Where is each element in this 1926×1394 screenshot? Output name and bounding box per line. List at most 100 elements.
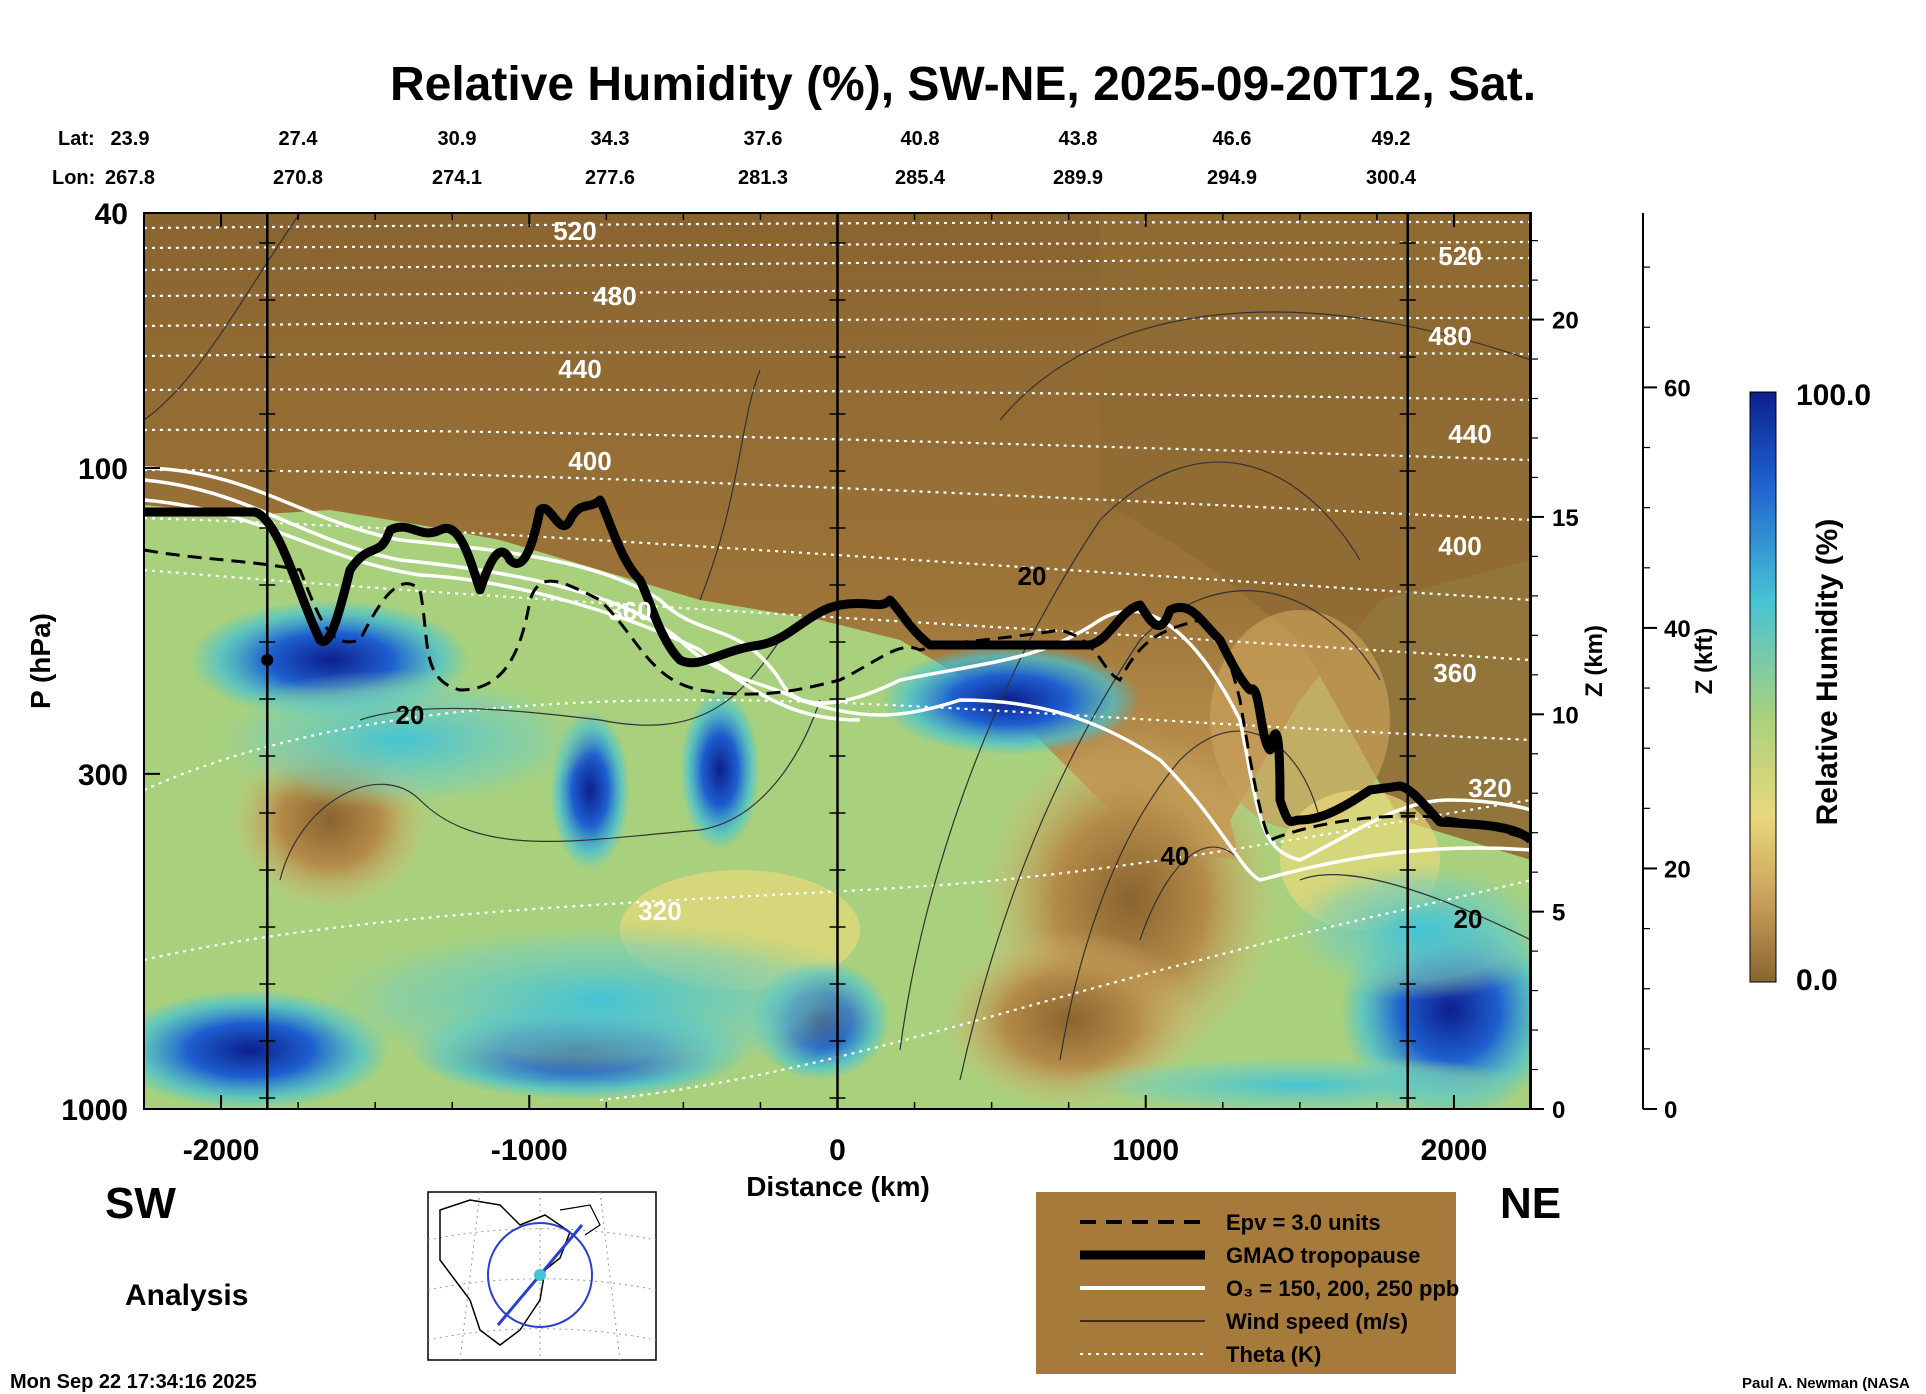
theta-line [144,698,1531,792]
zkm-axis-label: Z (km) [1581,625,1608,697]
p-tick-label: 1000 [61,1094,128,1127]
theta-label: 520 [553,216,596,246]
lon-value: 281.3 [738,167,788,189]
x-tick-label: 2000 [1421,1134,1488,1167]
p-tick-label: 100 [78,453,128,486]
p-tick-label: 300 [78,759,128,792]
p-tick-label: 40 [95,198,128,231]
x-tick-label: 0 [829,1134,846,1167]
theta-line [144,516,1531,602]
wind-line [899,461,1361,1051]
theta-label: 400 [1438,531,1481,561]
lon-value: 300.4 [1366,167,1417,189]
theta-label: 320 [1468,773,1511,803]
cyan-band-sw [200,670,600,810]
wind-label: 40 [1161,841,1190,871]
ne-label: NE [1500,1179,1561,1228]
zkft-tick-label: 0 [1664,1097,1677,1124]
x-tick-label: -1000 [491,1134,568,1167]
wind-contours [144,213,1531,1081]
zkft-axis-label: Z (kft) [1691,628,1718,695]
theta-label: 440 [1448,419,1491,449]
vertical-reference-lines [259,213,1416,1109]
wind-line [279,699,821,881]
zkft-tick-label: 20 [1664,856,1691,883]
theta-label: 480 [1428,321,1471,351]
moist-column-2 [680,690,760,850]
inset-map [427,1191,657,1361]
ozone-line [144,466,1531,862]
cyan-band-surface [1060,1055,1531,1109]
lat-value: 30.9 [438,128,477,150]
map-coastline-ne [559,1204,601,1236]
zkft-axis-ticks: 0 20 40 60 [1643,266,1691,1124]
zkm-tick-label: 10 [1552,702,1579,729]
lon-value: 274.1 [432,167,482,189]
lon-value: 289.9 [1053,167,1103,189]
lon-value: 270.8 [273,167,323,189]
timestamp: Mon Sep 22 17:34:16 2025 [10,1371,257,1393]
lon-label: Lon: [52,167,95,189]
wind-line [1059,730,1321,1061]
tropopause-line [144,495,1531,844]
theta-line [144,468,1531,522]
theta-line [599,878,1531,1102]
lat-value: 46.6 [1213,128,1252,150]
wind-line [959,590,1381,1081]
theta-contours [144,220,1531,1102]
theta-line [144,220,1531,230]
tropopause-path [144,495,1531,844]
lat-value: 34.3 [591,128,630,150]
theta-labels: 520 480 440 400 360 320 520 480 440 400 360 320 [553,216,1511,926]
epv-contours [144,548,1531,842]
lat-value: 40.8 [901,128,940,150]
location-marker [261,654,274,666]
x-axis-label: Distance (km) [746,1171,930,1202]
wind-labels: 20 20 40 20 [396,561,1483,934]
lat-value: 23.9 [111,128,150,150]
zkm-tick-label: 15 [1552,505,1579,532]
wind-line [144,213,301,421]
zkft-tick-label: 60 [1664,375,1691,402]
x-tick-label: 1000 [1112,1134,1179,1167]
theta-label: 360 [1433,658,1476,688]
credit: Paul A. Newman (NASA [1742,1375,1910,1392]
map-coastline [439,1199,571,1346]
legend-label: O₃ = 150, 200, 250 ppb [1226,1276,1459,1301]
legend-label: Theta (K) [1226,1342,1321,1367]
x-axis-ticks: -2000 -1000 0 1000 2000 [183,213,1488,1167]
wind-line [999,311,1531,421]
lat-label: Lat: [58,128,95,150]
ozone-line [144,478,1531,882]
theta-label: 320 [638,896,681,926]
lon-value: 294.9 [1207,167,1257,189]
cyan-band-ne [1280,860,1531,1000]
theta-label: 520 [1438,241,1481,271]
lon-value: 285.4 [895,167,946,189]
legend: Epv = 3.0 units GMAO tropopause O₃ = 150, … [1036,1192,1459,1374]
lat-value: 27.4 [279,128,319,150]
dry-pocket-ne [1210,610,1390,830]
mode-label: Analysis [125,1279,248,1312]
sw-label: SW [105,1179,176,1228]
lat-value: 37.6 [744,128,783,150]
wind-line [699,369,761,601]
wind-label: 20 [1454,904,1483,934]
lon-value: 277.6 [585,167,635,189]
wind-label: 20 [396,700,425,730]
dry-region-ne [1100,213,1531,860]
theta-label: 360 [608,596,651,626]
lat-value: 43.8 [1059,128,1098,150]
x-tick-label: -2000 [183,1134,260,1167]
theta-label: 480 [593,281,636,311]
legend-label: Wind speed (m/s) [1226,1309,1408,1334]
cyan-band-low [300,920,900,1080]
wind-label: 20 [1018,561,1047,591]
chart-title: Relative Humidity (%), SW-NE, 2025-09-20… [390,58,1536,111]
zkft-tick-label: 40 [1664,616,1691,643]
zkm-axis-ticks: 0 5 10 15 20 [1530,240,1579,1124]
zkm-tick-label: 0 [1552,1097,1565,1124]
legend-label: Epv = 3.0 units [1226,1210,1381,1235]
map-range-circle [487,1222,593,1328]
